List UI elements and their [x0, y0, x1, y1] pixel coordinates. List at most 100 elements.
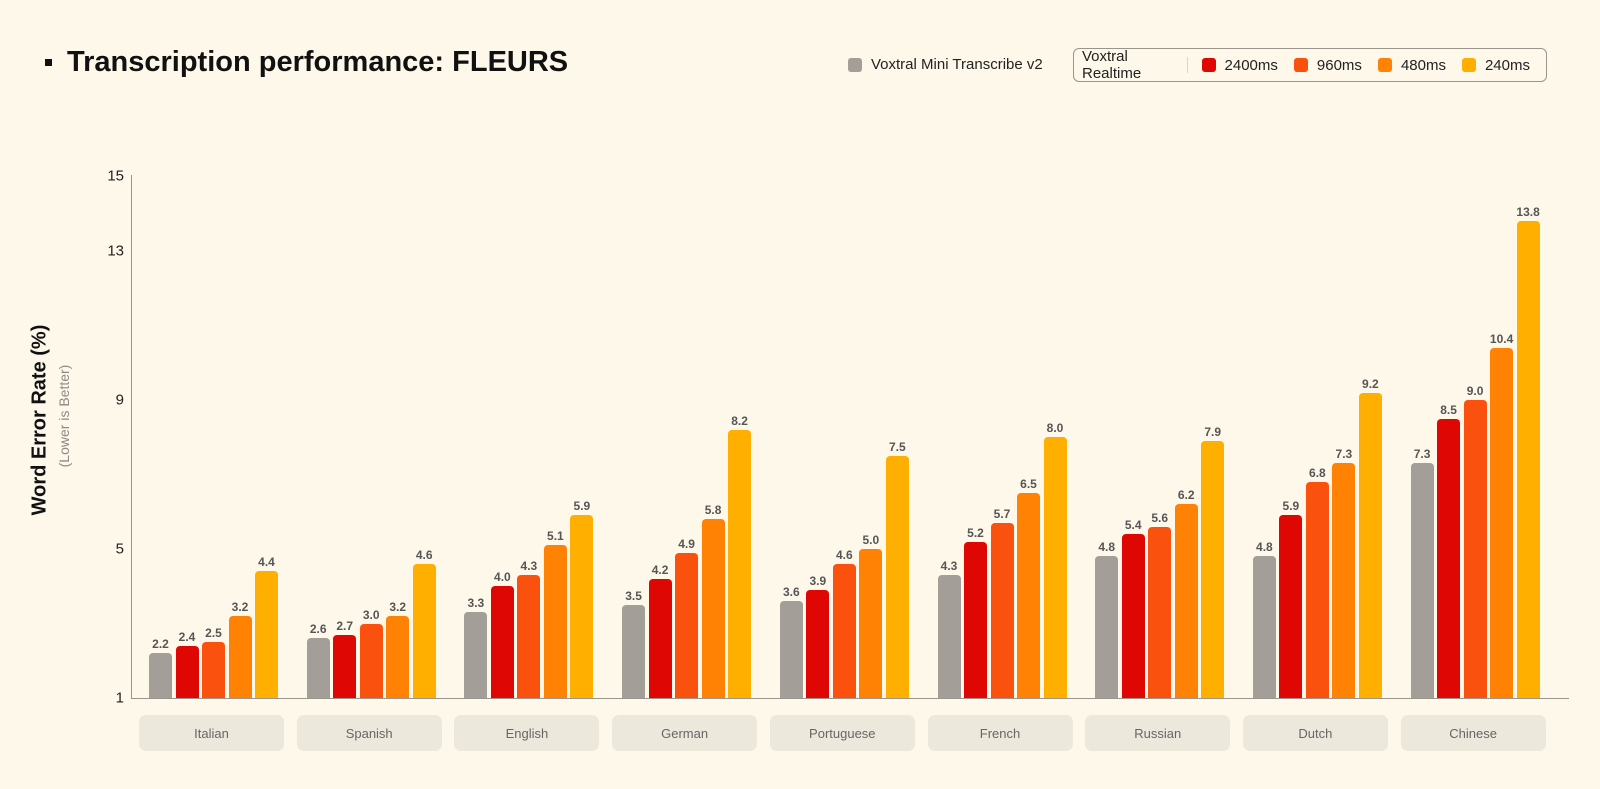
bar: [543, 545, 567, 698]
bar-value-label: 5.9: [573, 499, 591, 514]
bar: [1252, 556, 1276, 698]
bar: [622, 604, 646, 698]
bar-value-label: 2.5: [205, 626, 222, 641]
bar-value-label: 5.1: [547, 529, 564, 544]
legend-item-960ms: 960ms: [1293, 56, 1362, 74]
bar: [1148, 526, 1172, 698]
bar-value-label: 4.4: [258, 555, 275, 570]
legend-swatch-960ms-icon: [1293, 58, 1308, 72]
y-axis-title: Word Error Rate (%): [28, 324, 51, 516]
bar: [1201, 440, 1225, 698]
bar: [990, 522, 1014, 698]
bar: [1358, 392, 1382, 698]
bar-value-label: 3.9: [809, 573, 827, 588]
chart-title: Transcription performance: FLEURS: [45, 46, 568, 79]
bar: [1490, 347, 1514, 698]
bar-value-label: 3.2: [389, 600, 407, 615]
y-tick-1: 1: [115, 689, 124, 707]
y-tick-5: 5: [115, 540, 124, 558]
bar-value-label: 3.5: [625, 588, 642, 603]
bar-value-label: 3.2: [231, 600, 249, 615]
legend-label-baseline: Voxtral Mini Transcribe v2: [871, 56, 1043, 73]
bar-value-label: 4.0: [494, 570, 511, 585]
legend-label-240ms: 240ms: [1484, 56, 1530, 74]
bar: [1174, 504, 1198, 698]
bar-value-label: 4.3: [520, 559, 538, 574]
bar: [359, 623, 383, 698]
title-bullet-icon: [45, 59, 52, 66]
bar-value-label: 7.5: [888, 439, 906, 454]
bar: [517, 575, 541, 698]
bar: [412, 563, 436, 698]
bar-value-label: 2.6: [309, 622, 327, 637]
bar-value-label: 9.2: [1362, 376, 1379, 391]
legend-item-240ms: 240ms: [1461, 56, 1530, 74]
bar-value-label: 5.8: [704, 503, 722, 518]
bar: [202, 642, 225, 698]
category-label: Chinese: [1400, 715, 1546, 751]
bar-value-label: 4.3: [940, 559, 958, 574]
legend-divider: [1186, 57, 1188, 73]
bar-value-label: 3.3: [467, 596, 485, 611]
bar: [701, 519, 725, 698]
bar-value-label: 8.5: [1440, 402, 1457, 417]
bar: [885, 455, 909, 698]
bar: [1332, 463, 1356, 698]
legend-swatch-2400ms-icon: [1201, 58, 1216, 72]
bar-value-label: 5.0: [862, 533, 880, 547]
bar-value-label: 4.6: [835, 547, 853, 562]
bar: [1017, 493, 1040, 698]
bar-value-label: 5.7: [993, 506, 1011, 521]
bar-value-label: 2.7: [336, 618, 354, 633]
bar: [490, 586, 514, 698]
bar: [806, 589, 830, 698]
y-axis-line: [131, 175, 132, 699]
bar-value-label: 7.3: [1335, 447, 1353, 462]
legend-item-480ms: 480ms: [1377, 56, 1446, 74]
category-label: Russian: [1085, 715, 1231, 751]
legend-baseline: Voxtral Mini Transcribe v2: [848, 56, 1043, 73]
category-label: German: [612, 715, 758, 751]
bar: [728, 429, 752, 698]
legend-label-480ms: 480ms: [1400, 56, 1446, 74]
y-tick-9: 9: [115, 391, 124, 409]
y-tick-15: 15: [107, 167, 124, 185]
bar-value-label: 4.8: [1098, 540, 1116, 555]
legend-swatch-baseline-icon: [848, 57, 862, 72]
bar: [570, 515, 594, 698]
category-label: Portuguese: [769, 715, 915, 751]
bar-value-label: 5.4: [1124, 518, 1142, 533]
bar: [1043, 437, 1067, 698]
category-label: Spanish: [296, 715, 442, 751]
bar-value-label: 8.2: [731, 413, 748, 428]
bar-value-label: 5.6: [1151, 510, 1169, 525]
bar-value-label: 10.4: [1489, 331, 1514, 346]
bar-value-label: 7.9: [1204, 424, 1222, 439]
bar: [175, 645, 199, 698]
bar: [1463, 400, 1487, 698]
bar: [648, 578, 672, 698]
legend-label-2400ms: 2400ms: [1224, 56, 1278, 74]
bar-value-label: 4.2: [651, 562, 669, 577]
legend-swatch-240ms-icon: [1461, 58, 1476, 72]
y-tick-13: 13: [107, 242, 124, 260]
legend-label-960ms: 960ms: [1316, 56, 1362, 74]
bar: [1279, 515, 1303, 698]
bar: [779, 601, 803, 698]
bar-value-label: 8.0: [1046, 421, 1064, 436]
chart-title-text: Transcription performance: FLEURS: [67, 46, 569, 78]
bar-value-label: 3.0: [362, 607, 380, 622]
category-label: French: [927, 715, 1073, 751]
bar: [832, 563, 856, 698]
bar: [464, 612, 488, 698]
bar: [964, 541, 987, 698]
bar-value-label: 2.4: [178, 629, 196, 644]
bar: [333, 634, 357, 698]
bar-value-label: 6.5: [1020, 477, 1037, 492]
bar: [1410, 463, 1434, 698]
legend-swatch-480ms-icon: [1377, 58, 1392, 72]
bar: [859, 549, 883, 698]
bar: [1095, 556, 1119, 698]
category-label: Italian: [139, 715, 284, 751]
bar-value-label: 13.8: [1516, 205, 1540, 220]
